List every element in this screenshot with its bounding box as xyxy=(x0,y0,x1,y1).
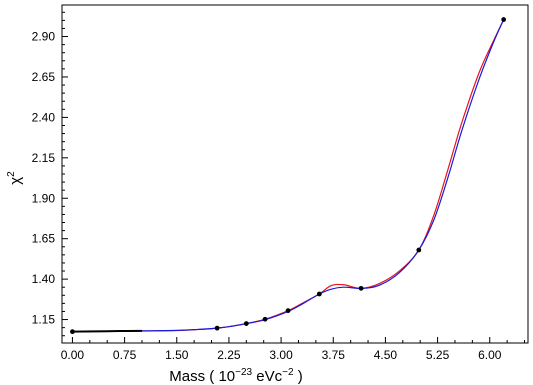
x-tick-label: 3.00 xyxy=(269,348,293,362)
y-axis-ticks: 1.15 1.40 1.65 1.90 2.15 2.40 2.65 2.90 xyxy=(32,11,68,337)
x-axis-label: Mass ( 10−23 eVc−2 ) xyxy=(169,367,302,385)
data-point xyxy=(262,316,268,322)
y-tick-label: 2.65 xyxy=(32,70,56,84)
data-point xyxy=(416,247,422,253)
data-points-layer xyxy=(70,17,507,335)
blue-series-line xyxy=(72,19,505,333)
black-series-line xyxy=(72,329,142,333)
data-point xyxy=(285,308,291,314)
x-tick-label: 4.50 xyxy=(374,348,398,362)
x-tick-label: 0.00 xyxy=(61,348,85,362)
data-point xyxy=(243,321,249,326)
x-tick-label: 0.75 xyxy=(113,348,137,362)
data-point xyxy=(358,285,364,291)
curves-layer xyxy=(72,19,505,333)
data-point xyxy=(316,291,322,297)
y-tick-label: 1.15 xyxy=(32,313,56,327)
x-tick-label: 5.25 xyxy=(426,348,450,362)
y-tick-label: 2.40 xyxy=(32,110,56,124)
data-point xyxy=(501,17,507,22)
y-tick-label: 1.65 xyxy=(32,232,56,246)
x-tick-label: 3.75 xyxy=(322,348,346,362)
y-axis-label: χ2 xyxy=(6,171,24,185)
y-tick-label: 2.90 xyxy=(32,30,56,44)
y-tick-label: 1.90 xyxy=(32,191,56,205)
x-tick-label: 1.50 xyxy=(165,348,189,362)
data-point xyxy=(70,329,75,335)
y-tick-label: 1.40 xyxy=(32,272,56,286)
x-tick-label: 6.00 xyxy=(478,348,502,362)
x-tick-label: 2.25 xyxy=(217,348,241,362)
data-point xyxy=(214,325,220,331)
y-tick-label: 2.15 xyxy=(32,151,56,165)
x-axis-ticks: 0.00 0.75 1.50 2.25 3.00 3.75 4.50 5.25 6.00 xyxy=(61,337,526,362)
